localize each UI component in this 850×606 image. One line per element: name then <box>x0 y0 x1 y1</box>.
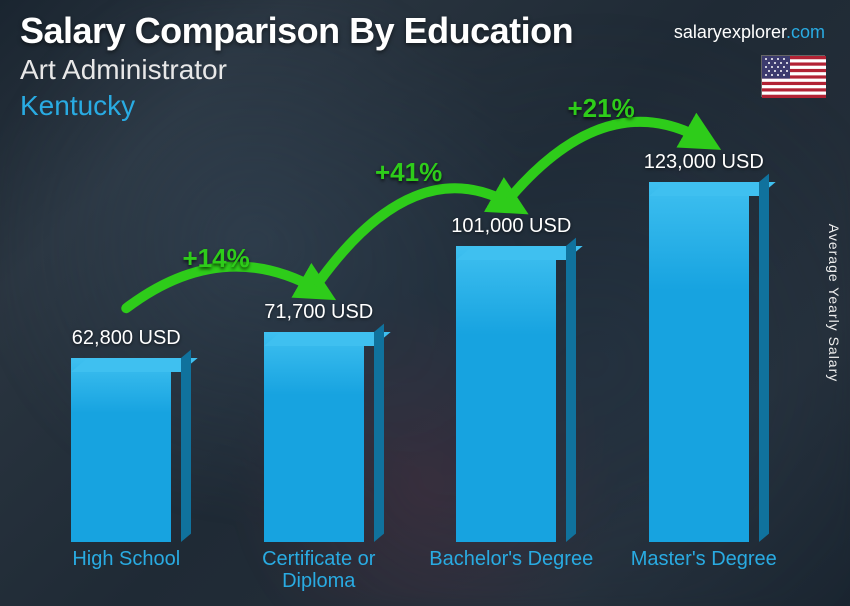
chart-region: Kentucky <box>20 90 830 122</box>
bar <box>456 246 566 542</box>
bar-value-label: 71,700 USD <box>264 301 373 324</box>
increase-percent-label: +14% <box>183 243 250 274</box>
bar-category-label: Certificate or Diploma <box>229 548 409 596</box>
bar-category-label: Master's Degree <box>631 548 777 596</box>
increase-percent-label: +41% <box>375 157 442 188</box>
flag-icon <box>761 55 825 97</box>
bar-category-label: Bachelor's Degree <box>429 548 593 596</box>
bar-group: 62,800 USD High School <box>36 327 216 596</box>
bar-category-label: High School <box>72 548 180 596</box>
brand-name: salaryexplorer <box>674 22 786 42</box>
bar-group: 123,000 USD Master's Degree <box>614 151 794 596</box>
bar-group: 71,700 USD Certificate or Diploma <box>229 301 409 596</box>
bar-group: 101,000 USD Bachelor's Degree <box>421 215 601 596</box>
bar-value-label: 62,800 USD <box>72 327 181 350</box>
brand-logo: salaryexplorer.com <box>674 22 825 43</box>
brand-suffix: .com <box>786 22 825 42</box>
bar <box>649 182 759 542</box>
bar <box>264 332 374 542</box>
bar-value-label: 101,000 USD <box>451 215 571 238</box>
bar-chart: 62,800 USD High School 71,700 USD Certifica… <box>30 136 800 596</box>
bar <box>71 358 181 542</box>
bar-value-label: 123,000 USD <box>644 151 764 174</box>
chart-subtitle: Art Administrator <box>20 54 830 86</box>
y-axis-label: Average Yearly Salary <box>826 224 842 383</box>
increase-percent-label: +21% <box>568 93 635 124</box>
